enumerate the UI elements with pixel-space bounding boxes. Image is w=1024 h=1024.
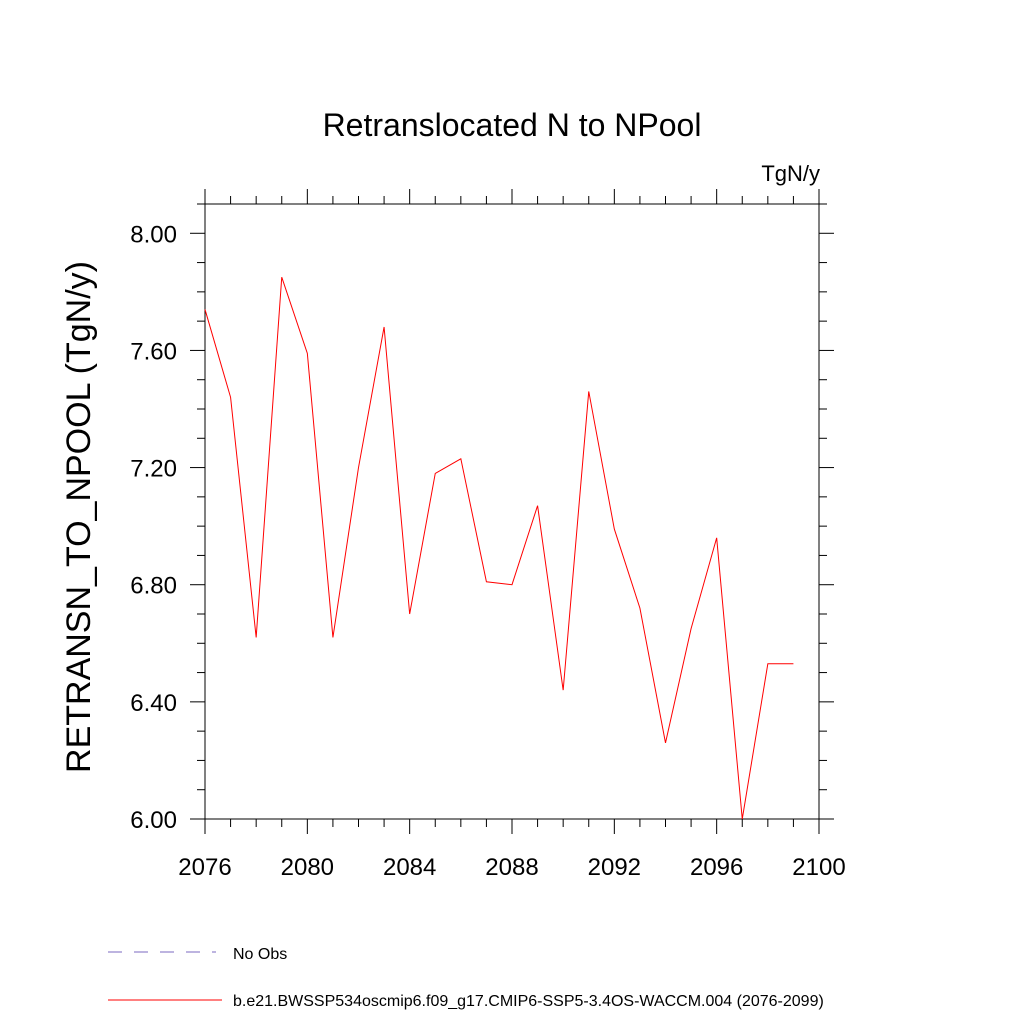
plot-frame [204, 203, 820, 820]
y-tick-label: 6.40 [130, 690, 177, 717]
y-tick-label: 7.20 [130, 456, 177, 483]
y-tick-label: 6.80 [130, 573, 177, 600]
x-tick-label: 2096 [690, 854, 743, 881]
units-label: TgN/y [761, 161, 820, 186]
x-tick-label: 2092 [588, 854, 641, 881]
x-tick-label: 2088 [485, 854, 538, 881]
x-tick-label: 2076 [178, 854, 231, 881]
legend-label: b.e21.BWSSP534oscmip6.f09_g17.CMIP6-SSP5… [233, 993, 824, 1010]
y-tick-label: 8.00 [130, 221, 177, 248]
x-tick-label: 2084 [383, 854, 436, 881]
data-line [204, 277, 794, 820]
x-tick-label: 2100 [792, 854, 845, 881]
chart-title: Retranslocated N to NPool [323, 107, 702, 143]
y-tick-label: 7.60 [130, 338, 177, 365]
y-tick-label: 6.00 [130, 807, 177, 834]
x-tick-label: 2080 [281, 854, 334, 881]
y-axis-label: RETRANSN_TO_NPOOL (TgN/y) [60, 261, 98, 773]
legend-label: No Obs [233, 946, 287, 963]
